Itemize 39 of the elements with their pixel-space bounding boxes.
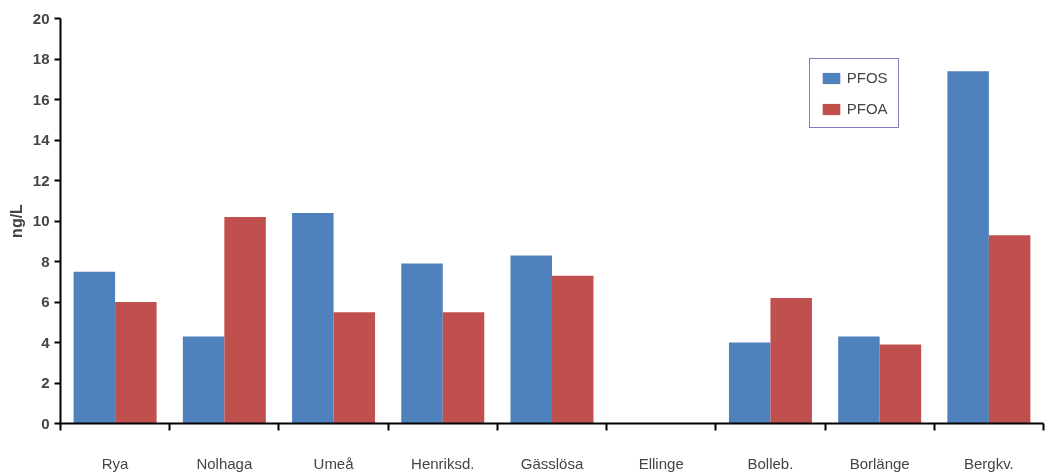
bar <box>292 212 334 424</box>
y-tick-label: 20 <box>32 9 50 27</box>
legend-label: PFOS <box>846 69 888 86</box>
x-tick-label: Nolhaga <box>196 454 253 472</box>
y-tick-label: 8 <box>41 252 50 270</box>
bar <box>442 312 485 424</box>
bar <box>510 255 552 424</box>
legend-label: PFOA <box>846 100 888 117</box>
y-tick-label: 4 <box>41 333 51 351</box>
x-tick-label: Bolleb. <box>747 454 794 472</box>
bar <box>988 235 1031 424</box>
y-tick-label: 6 <box>41 293 50 310</box>
bar <box>115 302 157 424</box>
x-tick-label: Gässlösa <box>520 454 584 472</box>
bar <box>552 275 594 424</box>
y-tick-label: 18 <box>32 50 50 67</box>
x-tick-label: Henriksd. <box>411 454 475 472</box>
bar <box>224 216 266 424</box>
x-tick-label: Umeå <box>313 454 355 472</box>
y-tick-label: 10 <box>32 212 50 229</box>
bar <box>728 342 771 424</box>
x-tick-label: Ellinge <box>638 454 684 472</box>
bar <box>879 344 922 424</box>
x-tick-label: Borlänge <box>849 454 910 472</box>
y-tick-label: 12 <box>32 171 50 189</box>
bar <box>838 336 880 424</box>
y-tick-label: 0 <box>41 414 50 432</box>
y-tick-label: 14 <box>32 131 51 148</box>
bar <box>401 263 443 424</box>
y-tick-label: 16 <box>32 90 50 108</box>
x-tick-label: Bergkv. <box>964 454 1014 472</box>
x-tick-label: Rya <box>101 454 130 472</box>
bar <box>333 312 376 424</box>
bar <box>73 271 116 424</box>
y-tick-label: 2 <box>41 374 50 391</box>
bar <box>182 336 225 424</box>
y-axis-title: ng/L <box>7 203 25 238</box>
bar <box>947 71 989 424</box>
bar <box>770 297 812 424</box>
